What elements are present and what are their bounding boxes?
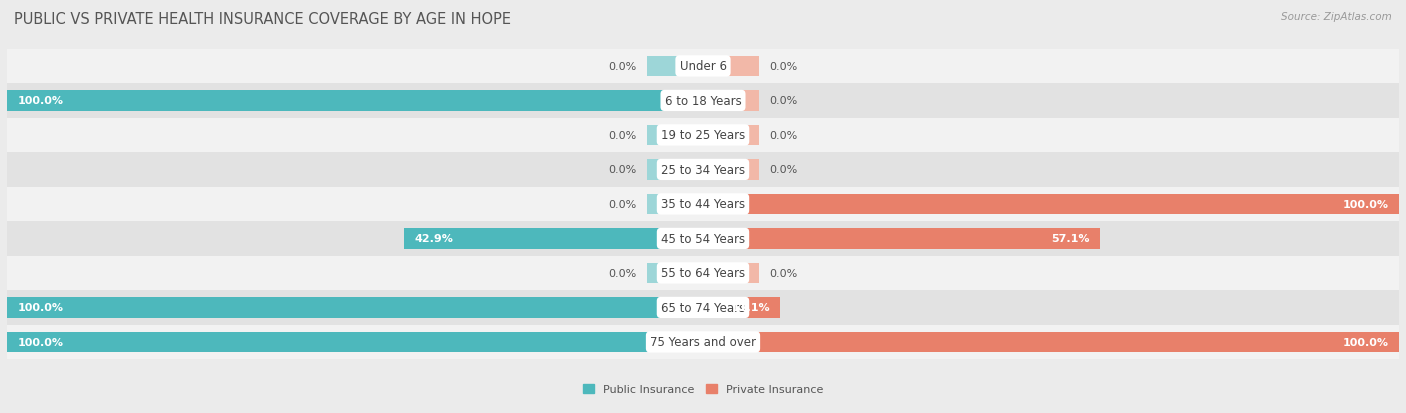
Bar (703, 263, 759, 284)
Bar (7, 153, 1399, 187)
Bar (7, 256, 1399, 290)
Text: 0.0%: 0.0% (769, 131, 797, 140)
Bar (703, 194, 1399, 215)
Text: 25 to 34 Years: 25 to 34 Years (661, 164, 745, 176)
Text: 0.0%: 0.0% (609, 199, 637, 209)
Bar (647, 160, 703, 180)
Text: 0.0%: 0.0% (769, 62, 797, 72)
Text: 0.0%: 0.0% (609, 165, 637, 175)
Legend: Public Insurance, Private Insurance: Public Insurance, Private Insurance (583, 384, 823, 394)
Text: 6 to 18 Years: 6 to 18 Years (665, 95, 741, 108)
Bar (703, 125, 759, 146)
Bar (703, 160, 759, 180)
Text: 11.1%: 11.1% (731, 303, 770, 313)
Text: Under 6: Under 6 (679, 60, 727, 73)
Text: 100.0%: 100.0% (1343, 199, 1389, 209)
Bar (703, 332, 1399, 352)
Bar (7, 50, 1399, 84)
Bar (7, 325, 1399, 359)
Text: 100.0%: 100.0% (1343, 337, 1389, 347)
Bar (703, 57, 759, 77)
Bar (7, 222, 1399, 256)
Bar (703, 297, 780, 318)
Text: Source: ZipAtlas.com: Source: ZipAtlas.com (1281, 12, 1392, 22)
Text: 0.0%: 0.0% (609, 62, 637, 72)
Text: 0.0%: 0.0% (609, 131, 637, 140)
Text: 0.0%: 0.0% (769, 96, 797, 106)
Text: PUBLIC VS PRIVATE HEALTH INSURANCE COVERAGE BY AGE IN HOPE: PUBLIC VS PRIVATE HEALTH INSURANCE COVER… (14, 12, 510, 27)
Text: 19 to 25 Years: 19 to 25 Years (661, 129, 745, 142)
Bar (7, 290, 1399, 325)
Text: 42.9%: 42.9% (415, 234, 454, 244)
Text: 45 to 54 Years: 45 to 54 Years (661, 233, 745, 245)
Text: 100.0%: 100.0% (17, 337, 63, 347)
Bar (7, 91, 703, 112)
Bar (703, 91, 759, 112)
Bar (7, 297, 703, 318)
Bar (7, 119, 1399, 153)
Text: 57.1%: 57.1% (1052, 234, 1090, 244)
Bar (647, 194, 703, 215)
Text: 75 Years and over: 75 Years and over (650, 336, 756, 349)
Text: 35 to 44 Years: 35 to 44 Years (661, 198, 745, 211)
Bar (647, 263, 703, 284)
Text: 0.0%: 0.0% (769, 268, 797, 278)
Bar (703, 228, 1101, 249)
Text: 100.0%: 100.0% (17, 303, 63, 313)
Text: 0.0%: 0.0% (609, 268, 637, 278)
Bar (7, 187, 1399, 222)
Text: 55 to 64 Years: 55 to 64 Years (661, 267, 745, 280)
Text: 0.0%: 0.0% (769, 165, 797, 175)
Bar (405, 228, 703, 249)
Text: 65 to 74 Years: 65 to 74 Years (661, 301, 745, 314)
Bar (647, 57, 703, 77)
Bar (7, 84, 1399, 119)
Bar (647, 125, 703, 146)
Text: 100.0%: 100.0% (17, 96, 63, 106)
Bar (7, 332, 703, 352)
